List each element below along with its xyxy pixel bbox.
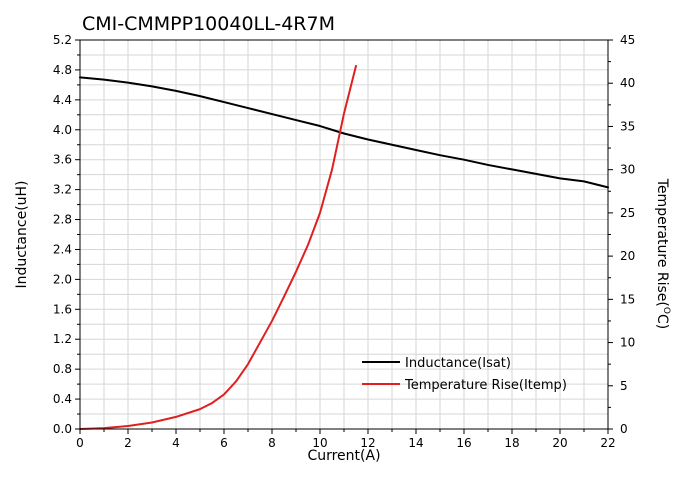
series-layer <box>79 64 609 430</box>
y-tick-label: 0.0 <box>53 422 72 436</box>
ticks: 0 2 4 6 8 10 12 14 16 18 20 22 0.0 0.4 0.8 1.2 1.6 2.0 2.4… <box>53 33 635 450</box>
y-tick-label: 1.2 <box>53 332 72 346</box>
y-tick-label: 0.4 <box>53 392 72 406</box>
x-tick-label: 18 <box>504 436 519 450</box>
grid <box>79 39 609 430</box>
x-tick-label: 8 <box>268 436 276 450</box>
y2-axis-label-main: Temperature Rise( <box>654 178 670 307</box>
y2-tick-label: 25 <box>620 206 635 220</box>
legend-label-temperature: Temperature Rise(Itemp) <box>404 378 567 393</box>
x-tick-label: 12 <box>360 436 375 450</box>
y2-tick-label: 5 <box>620 379 628 393</box>
x-tick-label: 10 <box>312 436 327 450</box>
y-axis-label: Inductance(uH) <box>14 180 30 288</box>
y2-tick-label: 20 <box>620 249 635 263</box>
x-tick-label: 22 <box>600 436 615 450</box>
y2-tick-label: 30 <box>620 163 635 177</box>
y-tick-label: 0.8 <box>53 362 72 376</box>
y-tick-label: 3.6 <box>53 153 72 167</box>
y-tick-label: 5.2 <box>53 33 72 47</box>
y2-axis-label-unit: C) <box>654 314 670 329</box>
y2-tick-label: 10 <box>620 336 635 350</box>
x-tick-label: 16 <box>456 436 471 450</box>
legend-label-inductance: Inductance(Isat) <box>405 356 511 371</box>
y2-tick-label: 40 <box>620 76 635 90</box>
x-axis-label: Current(A) <box>307 448 380 464</box>
y-tick-label: 2.8 <box>53 213 72 227</box>
x-tick-label: 4 <box>172 436 180 450</box>
y2-tick-label: 15 <box>620 292 635 306</box>
series-line-temperature-rise <box>79 64 357 430</box>
chart-title: CMI-CMMPP10040LL-4R7M <box>82 13 335 35</box>
y-tick-label: 4.4 <box>53 93 72 107</box>
y2-tick-label: 45 <box>620 33 635 47</box>
x-tick-label: 6 <box>220 436 228 450</box>
y-tick-label: 3.2 <box>53 183 72 197</box>
y-tick-label: 1.6 <box>53 302 72 316</box>
y2-tick-label: 0 <box>620 422 628 436</box>
x-tick-label: 14 <box>408 436 423 450</box>
y-tick-label: 2.4 <box>53 242 72 256</box>
y-tick-label: 4.8 <box>53 63 72 77</box>
y2-axis-label: Temperature Rise(OC) <box>654 178 671 329</box>
legend: Inductance(Isat) Temperature Rise(Itemp) <box>362 356 567 393</box>
x-tick-label: 20 <box>552 436 567 450</box>
series-line-inductance <box>79 76 609 189</box>
y-tick-label: 2.0 <box>53 272 72 286</box>
y2-axis-label-degree: O <box>661 307 671 314</box>
y-tick-label: 4.0 <box>53 123 72 137</box>
y2-tick-label: 35 <box>620 119 635 133</box>
x-tick-label: 2 <box>124 436 132 450</box>
x-tick-label: 0 <box>76 436 84 450</box>
